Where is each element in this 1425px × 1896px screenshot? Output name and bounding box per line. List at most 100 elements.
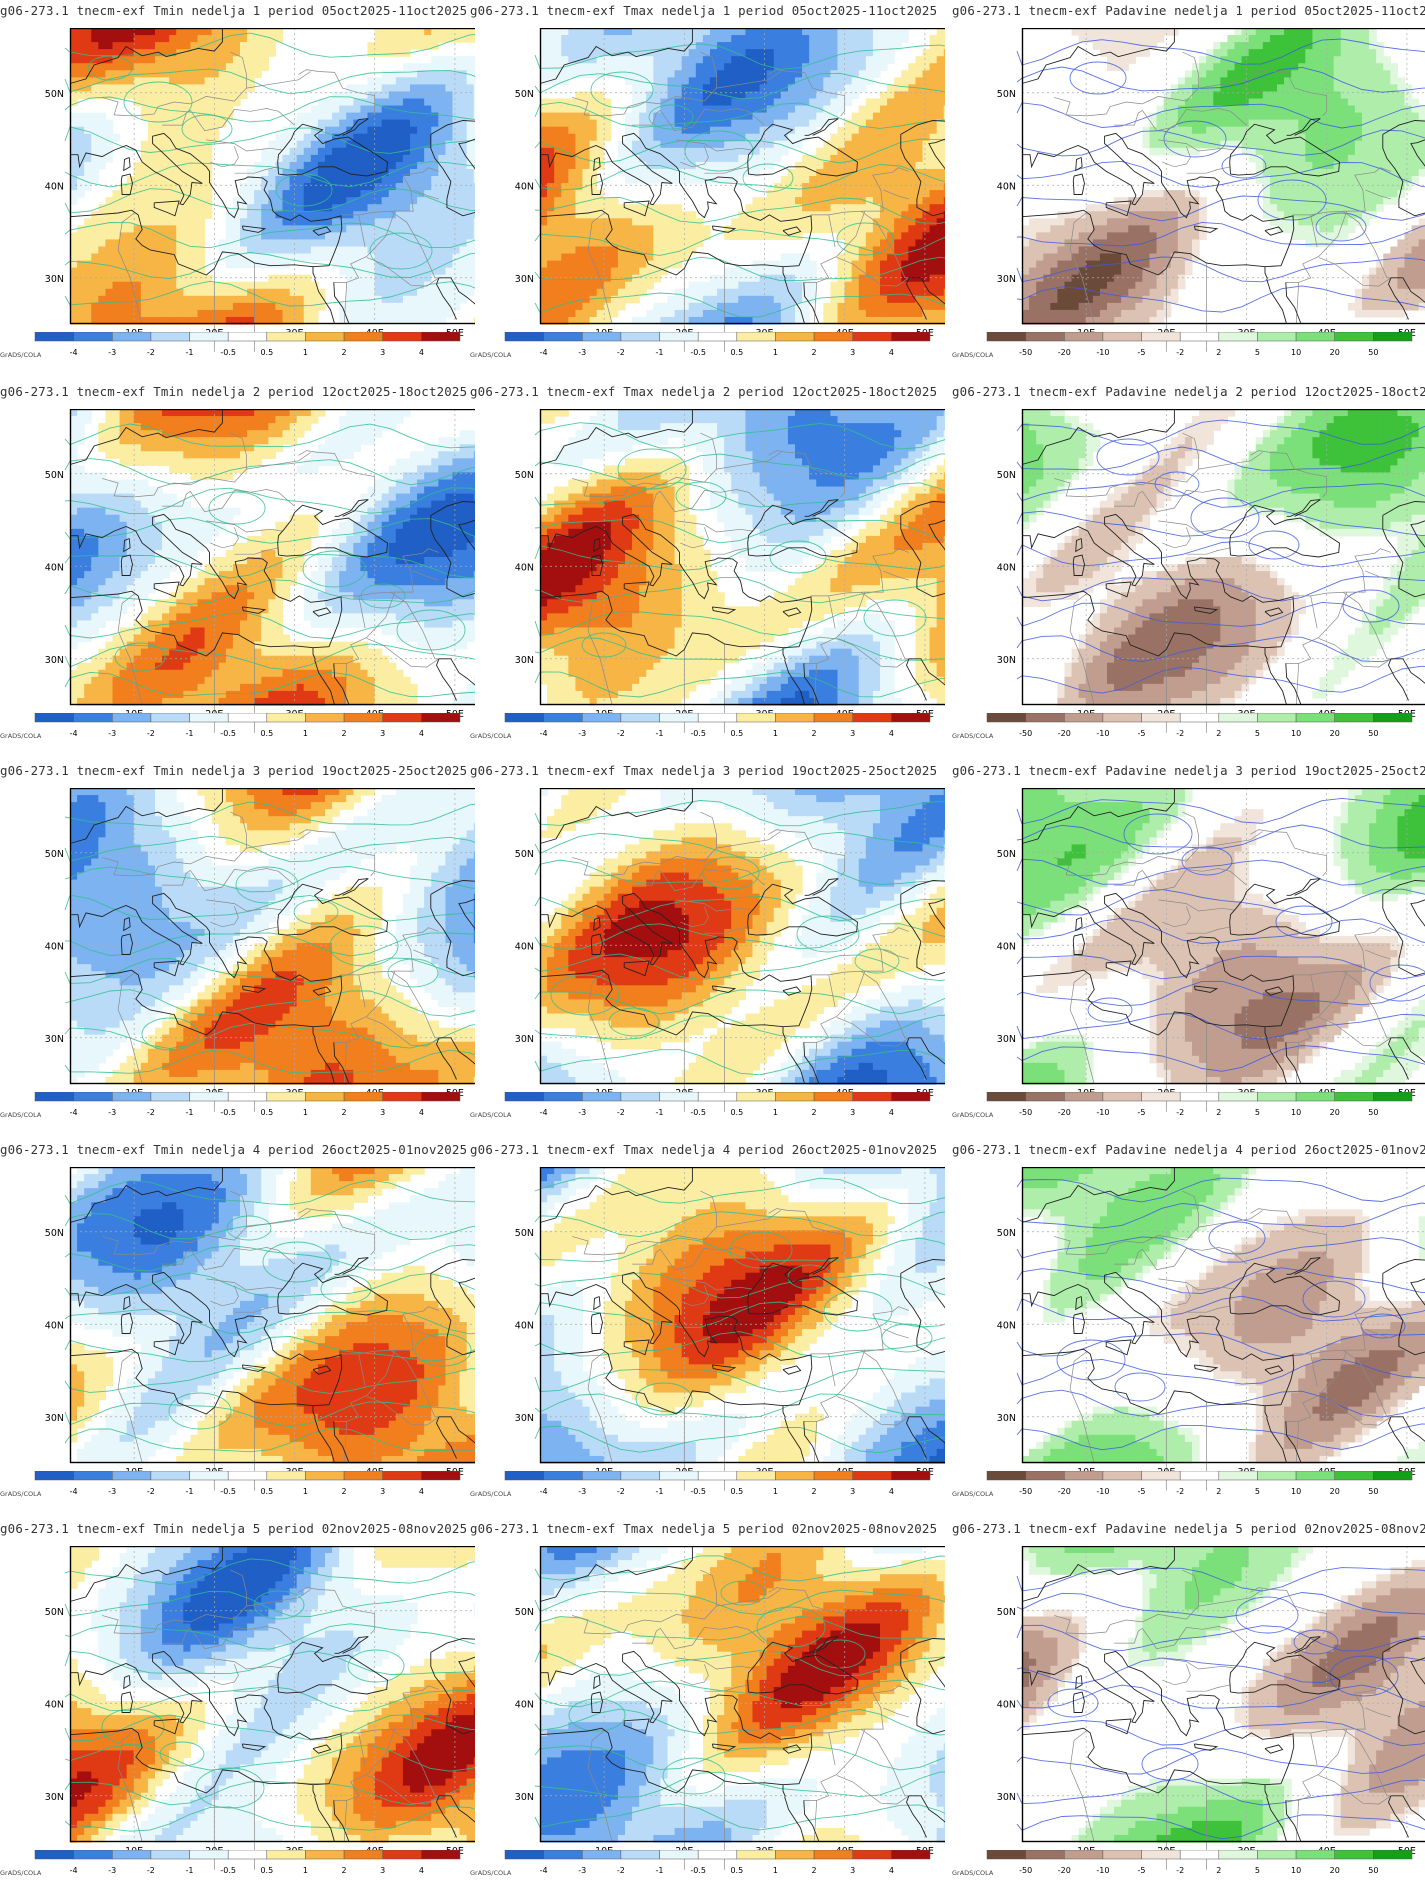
lat-label: 40N [45, 941, 64, 952]
colorbar-label: 0.5 [260, 1487, 273, 1496]
colorbar-label: -1 [656, 1108, 664, 1117]
lat-label: 50N [515, 89, 534, 100]
colorbar-label: 10 [1291, 348, 1301, 357]
lat-label: 50N [997, 89, 1016, 100]
lat-label: 30N [515, 1413, 534, 1424]
colorbar-label: 20 [1330, 1108, 1340, 1117]
colorbar-swatch [112, 1092, 151, 1101]
panel-title: g06-273.1 tnecm-exf Padavine nedelja 5 p… [952, 1521, 1422, 1536]
map-panel: g06-273.1 tnecm-exf Tmax nedelja 2 perio… [470, 381, 940, 759]
colorbar-label: -5 [1138, 1866, 1146, 1875]
lat-label: 50N [515, 1228, 534, 1239]
colorbar-label: -2 [1176, 1487, 1184, 1496]
colorbar-label: -1 [656, 1487, 664, 1496]
map-panel: g06-273.1 tnecm-exf Padavine nedelja 1 p… [952, 0, 1422, 378]
grads-footer: GrADS/COLA [952, 1869, 994, 1877]
colorbar-label: 4 [889, 729, 894, 738]
map: 50N40N30N10E20E30E40E50E [505, 1167, 945, 1492]
colorbar-swatch [1180, 1850, 1219, 1859]
colorbar-label: 2 [1216, 729, 1221, 738]
colorbar-swatch [74, 1471, 113, 1480]
colorbar-label: -0.5 [690, 1108, 706, 1117]
colorbar-swatch [1257, 713, 1296, 722]
colorbar-swatch [814, 1092, 853, 1101]
colorbar-label: 20 [1330, 729, 1340, 738]
lat-label: 30N [515, 1034, 534, 1045]
colorbar-swatch [1257, 1850, 1296, 1859]
map: 50N40N30N10E20E30E40E50E [35, 28, 475, 353]
colorbar-swatch [660, 1850, 699, 1859]
lat-label: 30N [515, 655, 534, 666]
colorbar-label: -0.5 [220, 1866, 236, 1875]
grads-footer: GrADS/COLA [0, 1869, 42, 1877]
colorbar-swatch [505, 1092, 544, 1101]
colorbar-swatch [698, 1471, 737, 1480]
colorbar-swatch [228, 713, 267, 722]
colorbar-swatch [112, 332, 151, 341]
colorbar-swatch [1257, 332, 1296, 341]
colorbar-swatch [1296, 332, 1335, 341]
map-panel: g06-273.1 tnecm-exf Padavine nedelja 3 p… [952, 760, 1422, 1138]
grads-footer: GrADS/COLA [470, 351, 512, 359]
colorbar-swatch [987, 1850, 1026, 1859]
colorbar-swatch [1103, 1471, 1142, 1480]
colorbar-label: -0.5 [220, 729, 236, 738]
grads-footer: GrADS/COLA [952, 1111, 994, 1119]
colorbar-label: -1 [656, 348, 664, 357]
colorbar-swatch [305, 713, 344, 722]
lat-label: 30N [997, 1034, 1016, 1045]
colorbar-label: 3 [380, 1108, 385, 1117]
colorbar-swatch [505, 332, 544, 341]
colorbar-label: 0.5 [260, 1866, 273, 1875]
lat-label: 50N [45, 849, 64, 860]
colorbar-label: -1 [186, 1108, 194, 1117]
colorbar-label: 0.5 [730, 1487, 743, 1496]
colorbar-swatch [582, 332, 621, 341]
colorbar-swatch [544, 1092, 583, 1101]
map-panel: g06-273.1 tnecm-exf Tmin nedelja 4 perio… [0, 1139, 470, 1517]
colorbar-label: 0.5 [730, 1866, 743, 1875]
colorbar-label: 3 [850, 1487, 855, 1496]
colorbar-swatch [660, 713, 699, 722]
colorbar-label: -50 [1019, 1108, 1032, 1117]
map: 50N40N30N10E20E30E40E50E [505, 1546, 945, 1871]
map-panel: g06-273.1 tnecm-exf Tmin nedelja 3 perio… [0, 760, 470, 1138]
colorbar-swatch [544, 1850, 583, 1859]
colorbar-swatch [35, 1471, 74, 1480]
colorbar-label: -50 [1019, 348, 1032, 357]
colorbar-swatch [1257, 1092, 1296, 1101]
colorbar-label: -1 [186, 729, 194, 738]
colorbar-swatch [190, 332, 229, 341]
colorbar-label: 2 [812, 1108, 817, 1117]
grads-footer: GrADS/COLA [0, 1490, 42, 1498]
colorbar-swatch [987, 713, 1026, 722]
colorbar-label: 2 [1216, 1866, 1221, 1875]
colorbar-label: 2 [342, 729, 347, 738]
colorbar-swatch [853, 1092, 892, 1101]
colorbar-swatch [987, 1471, 1026, 1480]
colorbar-swatch [1142, 713, 1181, 722]
colorbar-label: 5 [1255, 348, 1260, 357]
colorbar-swatch [305, 1092, 344, 1101]
colorbar-swatch [383, 1471, 422, 1480]
colorbar-label: 2 [812, 1866, 817, 1875]
lat-label: 30N [997, 1413, 1016, 1424]
colorbar-swatch [1335, 1092, 1374, 1101]
colorbar-label: 10 [1291, 729, 1301, 738]
colorbar-swatch [1103, 1850, 1142, 1859]
colorbar-label: -3 [108, 1487, 116, 1496]
colorbar-swatch [660, 1471, 699, 1480]
grads-footer: GrADS/COLA [470, 1490, 512, 1498]
colorbar-label: -2 [147, 1866, 155, 1875]
colorbar-label: 4 [419, 1866, 424, 1875]
colorbar-swatch [421, 1471, 460, 1480]
colorbar-swatch [421, 1092, 460, 1101]
colorbar-swatch [228, 1850, 267, 1859]
